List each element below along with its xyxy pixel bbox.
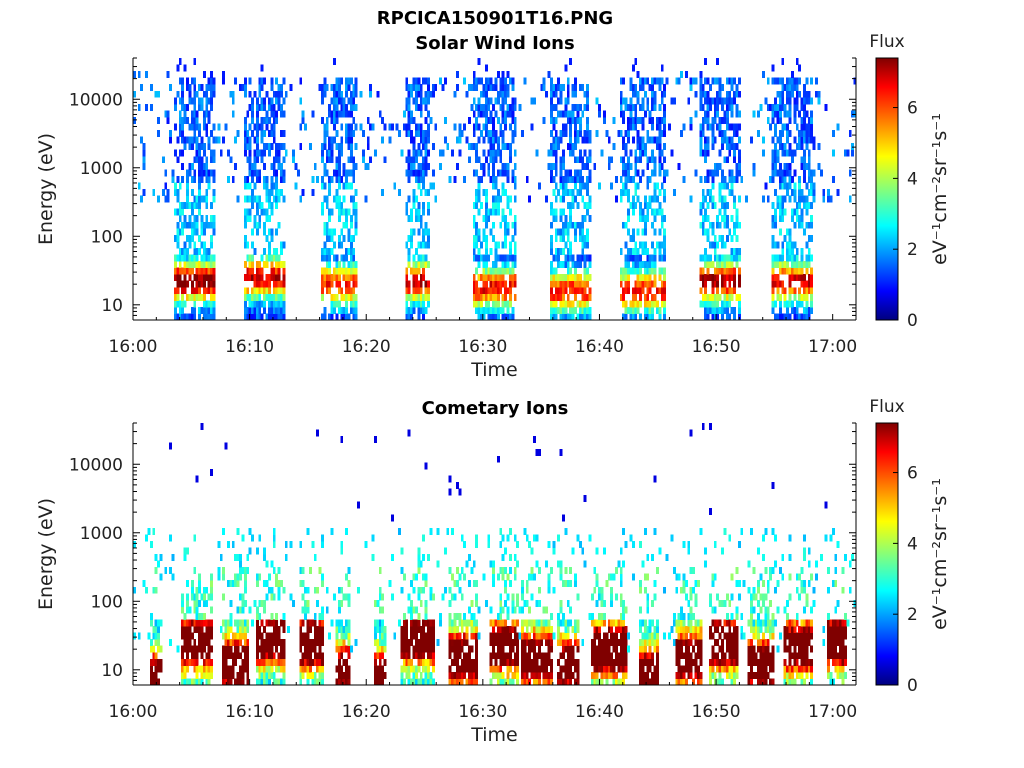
x-tick-label: 17:00 (808, 702, 857, 722)
panel-title: Cometary Ions (422, 398, 569, 419)
colorbar-title: Flux (869, 397, 904, 417)
colorbar-tick-label: 4 (907, 169, 918, 189)
x-tick-label: 16:20 (342, 702, 391, 722)
colorbar-tick-label: 0 (907, 311, 918, 331)
colorbar-tick-label: 6 (907, 464, 918, 484)
x-tick-label: 17:00 (808, 337, 857, 357)
x-tick-label: 16:20 (342, 337, 391, 357)
colorbar-tick-label: 0 (907, 676, 918, 696)
y-tick-label: 10000 (69, 90, 123, 110)
x-tick-label: 16:10 (225, 337, 274, 357)
x-tick-label: 16:30 (458, 702, 507, 722)
spectrogram-pixels (133, 58, 857, 321)
x-tick-label: 16:40 (575, 702, 624, 722)
colorbar-tick-label: 2 (907, 605, 918, 625)
colorbar-title: Flux (869, 32, 904, 52)
colorbar-tick-label: 2 (907, 240, 918, 260)
y-tick-label: 100 (91, 227, 123, 247)
colorbar-label: eV⁻¹cm⁻²sr⁻¹s⁻¹ (929, 478, 951, 630)
x-axis-label: Time (470, 359, 518, 381)
x-tick-label: 16:50 (692, 702, 741, 722)
spectrogram-pixels (133, 423, 857, 686)
y-axis-label: Energy (eV) (35, 133, 57, 245)
x-tick-label: 16:10 (225, 702, 274, 722)
y-tick-label: 1000 (80, 159, 123, 179)
y-axis-label: Energy (eV) (35, 498, 57, 610)
colorbar (875, 422, 899, 686)
y-tick-label: 10 (101, 296, 123, 316)
y-tick-label: 10 (101, 661, 123, 681)
panel-title: Solar Wind Ions (415, 33, 574, 54)
x-tick-label: 16:30 (458, 337, 507, 357)
y-tick-label: 1000 (80, 524, 123, 544)
colorbar-tick-label: 6 (907, 99, 918, 119)
x-tick-label: 16:50 (692, 337, 741, 357)
solar-wind-panel: Solar Wind Ions 10 100 1000 10000 16:00 16:10 1… (35, 32, 951, 381)
x-tick-label: 16:00 (109, 702, 158, 722)
cometary-ions-panel: Cometary Ions 10 100 1000 10000 16:00 16:10 16:… (35, 397, 951, 746)
y-tick-label: 100 (91, 592, 123, 612)
y-tick-label: 10000 (69, 455, 123, 475)
figure-title: RPCICA150901T16.PNG (377, 8, 613, 29)
x-axis-label: Time (470, 724, 518, 746)
x-tick-label: 16:40 (575, 337, 624, 357)
x-tick-label: 16:00 (109, 337, 158, 357)
colorbar (875, 57, 899, 321)
colorbar-label: eV⁻¹cm⁻²sr⁻¹s⁻¹ (929, 113, 951, 265)
colorbar-tick-label: 4 (907, 534, 918, 554)
